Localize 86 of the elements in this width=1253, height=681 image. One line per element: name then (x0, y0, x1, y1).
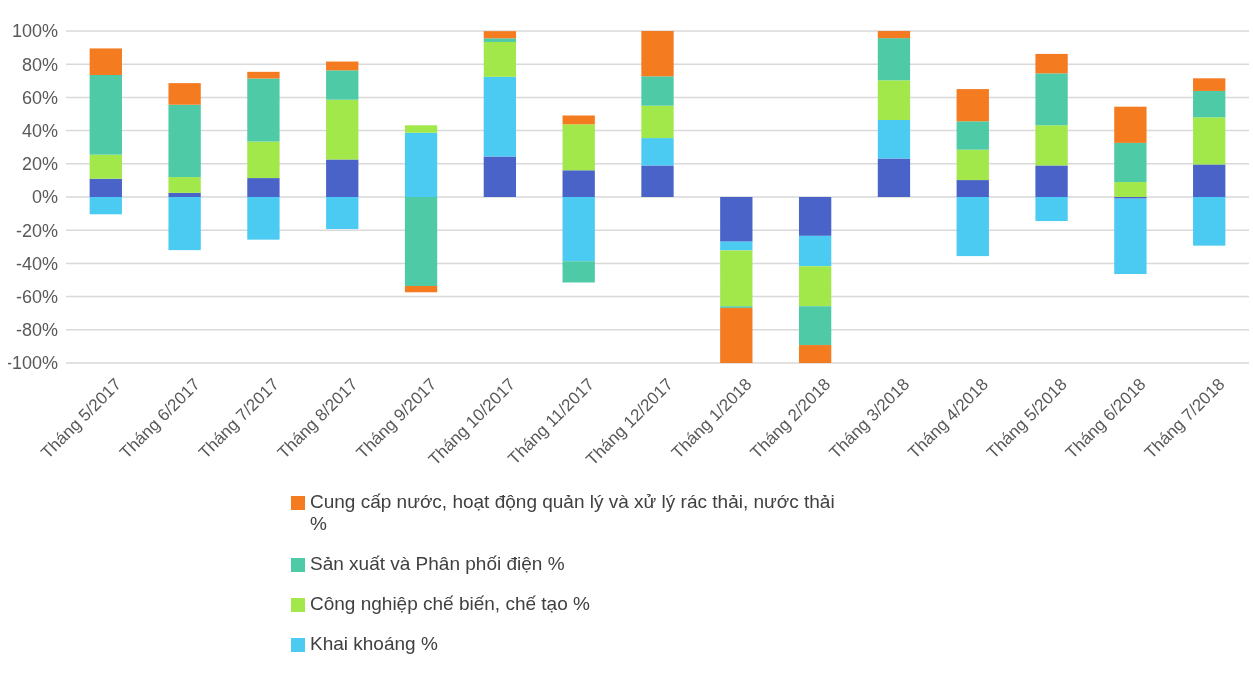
bar (641, 105, 674, 139)
bar (562, 170, 595, 197)
bar (326, 197, 359, 230)
bar (247, 71, 280, 79)
bar (1035, 125, 1068, 166)
y-tick-label: 80% (21, 54, 58, 75)
legend-label: Sản xuất và Phân phối điện % (310, 553, 565, 574)
bar (1114, 182, 1147, 197)
bar (1193, 164, 1226, 197)
bar (483, 76, 517, 157)
bar (483, 156, 517, 197)
bar (1193, 90, 1226, 118)
y-tick-label: -20% (15, 220, 58, 241)
bar (89, 154, 122, 179)
bar (798, 266, 832, 307)
bar (641, 165, 674, 197)
bar (1193, 197, 1226, 246)
bar (89, 48, 122, 75)
bar (1193, 117, 1226, 165)
bar (562, 197, 595, 262)
bar (798, 345, 832, 363)
bar (168, 83, 201, 105)
bar (956, 89, 989, 122)
bar (956, 149, 989, 181)
bar (326, 159, 359, 197)
legend-label: Cung cấp nước, hoạt động quản lý và xử lý rác thải, nước thải % (310, 491, 835, 534)
bar (720, 197, 753, 242)
bar (404, 132, 438, 197)
bar (483, 31, 517, 39)
bar (326, 99, 359, 160)
bar (956, 121, 989, 150)
bar (89, 74, 122, 155)
bar (1035, 53, 1068, 74)
bar (562, 124, 595, 171)
bar (404, 197, 438, 286)
legend-label: Khai khoáng % (310, 633, 438, 654)
bar (956, 180, 989, 197)
bar (168, 192, 201, 197)
bar (1035, 197, 1068, 222)
y-tick-label: -40% (15, 253, 58, 274)
bar (483, 38, 517, 42)
bar (247, 78, 280, 142)
bar (168, 177, 201, 193)
y-tick-label: 100% (11, 21, 58, 42)
bar (168, 104, 201, 178)
bar (720, 250, 753, 307)
bar (168, 197, 201, 251)
bar (1035, 165, 1068, 197)
bar (720, 241, 753, 251)
bar (798, 197, 832, 236)
bar (326, 61, 359, 71)
bar (1035, 73, 1068, 126)
bar (1193, 78, 1226, 91)
bar (720, 307, 753, 363)
bar (562, 261, 595, 283)
bar (483, 41, 517, 77)
bar (326, 70, 359, 100)
bar (404, 285, 438, 293)
y-tick-label: 0% (31, 187, 58, 208)
bar (1114, 142, 1147, 183)
bar (877, 158, 911, 197)
bar (641, 76, 674, 106)
bar (877, 31, 911, 39)
bar (562, 115, 595, 125)
y-tick-label: 40% (21, 120, 58, 141)
bar (404, 125, 438, 133)
y-tick-label: 20% (21, 154, 58, 175)
bar (641, 31, 674, 77)
y-tick-label: 60% (21, 87, 58, 108)
bar (247, 197, 280, 240)
bar (89, 178, 122, 197)
bar (1114, 198, 1147, 275)
bar (877, 80, 911, 120)
bar (641, 138, 674, 166)
bar (877, 119, 911, 159)
bar (247, 141, 280, 179)
bar (89, 197, 122, 215)
bar (956, 197, 989, 257)
y-tick-label: -60% (15, 286, 58, 307)
bar (247, 178, 280, 197)
legend-label: Công nghiệp chế biến, chế tạo % (310, 593, 591, 614)
bar (798, 306, 832, 346)
y-tick-label: -80% (15, 320, 58, 341)
bar (1114, 106, 1147, 143)
bar (798, 235, 832, 267)
bar (877, 38, 911, 81)
